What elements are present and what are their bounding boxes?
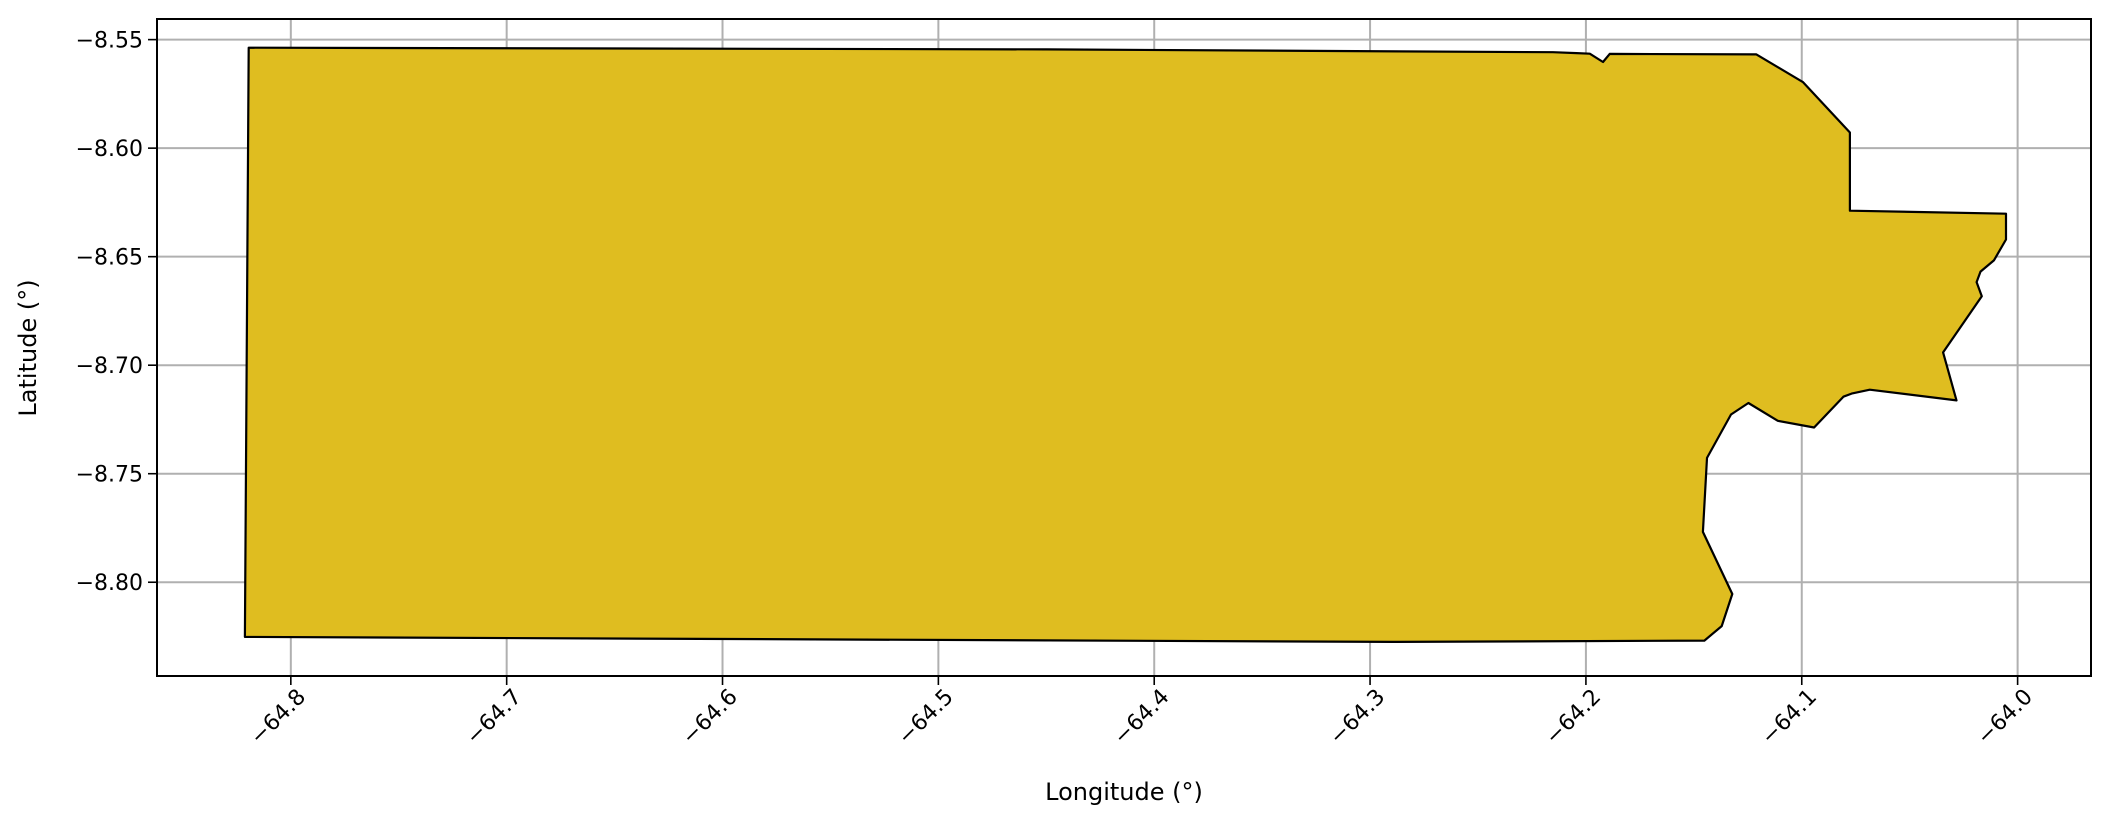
x-tick-label: −64.0	[1973, 685, 2038, 750]
x-tick-label: −64.6	[677, 685, 742, 750]
y-tick-label: −8.75	[76, 463, 143, 488]
plot-frame	[156, 18, 2092, 677]
y-axis-ticks: −8.55 −8.60 −8.65 −8.70 −8.75 −8.80	[76, 29, 157, 596]
x-axis-ticks: −64.8 −64.7 −64.6 −64.5 −64.4 −64.3 −64.2 −64.1…	[246, 676, 2038, 750]
x-tick-label: −64.2	[1541, 685, 1606, 750]
x-tick-label: −64.7	[462, 685, 527, 750]
x-axis-title: Longitude (°)	[1045, 778, 1203, 806]
x-tick-label: −64.3	[1325, 685, 1390, 750]
x-tick-label: −64.5	[893, 685, 958, 750]
y-tick-label: −8.65	[76, 246, 143, 271]
y-axis-title: Latitude (°)	[14, 279, 42, 416]
region-polygon	[243, 46, 2008, 643]
y-tick-label: −8.70	[76, 354, 143, 379]
x-tick-label: −64.8	[246, 685, 311, 750]
y-tick-label: −8.80	[76, 571, 143, 596]
x-tick-label: −64.1	[1757, 685, 1822, 750]
x-tick-label: −64.4	[1109, 685, 1174, 750]
y-tick-label: −8.55	[76, 29, 143, 54]
y-tick-label: −8.60	[76, 137, 143, 162]
